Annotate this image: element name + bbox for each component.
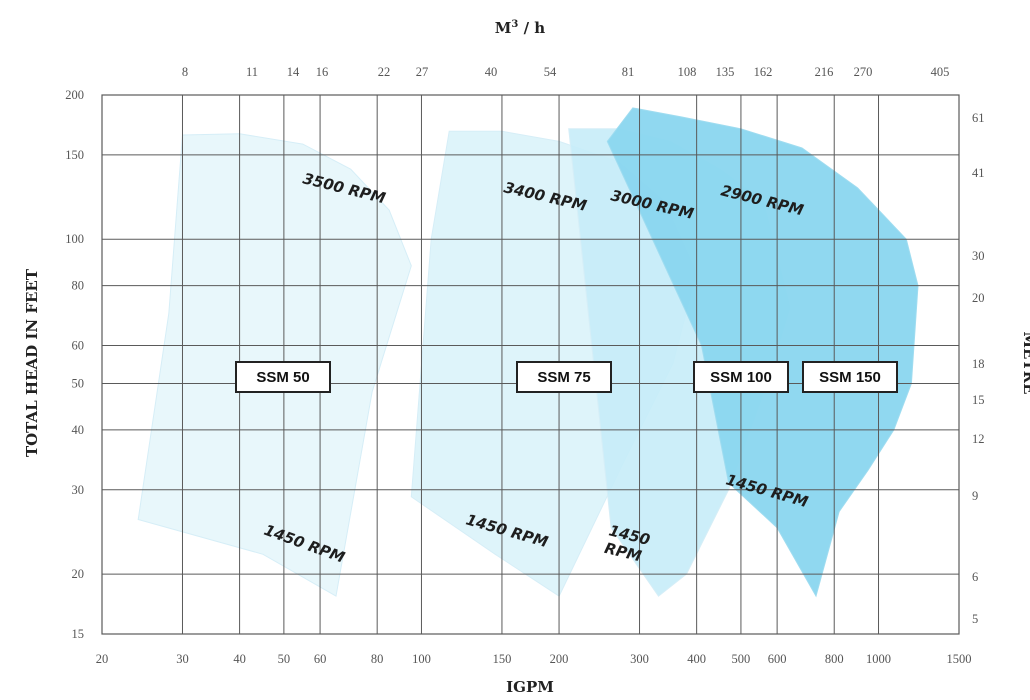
model-label: SSM 150 xyxy=(819,369,881,386)
y-right-tick-label: 6 xyxy=(972,570,978,584)
x-tick-label: 20 xyxy=(96,652,109,666)
model-label-box xyxy=(802,361,898,393)
model-label: SSM 50 xyxy=(256,369,309,386)
y-tick-label: 40 xyxy=(72,423,85,437)
y-tick-label: 150 xyxy=(65,148,84,162)
x-top-tick-label: 11 xyxy=(246,65,258,79)
y-right-tick-label: 20 xyxy=(972,291,985,305)
x-top-tick-label: 270 xyxy=(854,65,873,79)
x-tick-label: 300 xyxy=(630,652,649,666)
x-bottom-axis-title: IGPM xyxy=(506,678,554,696)
y-tick-label: 50 xyxy=(72,376,85,390)
x-top-tick-label: 40 xyxy=(485,65,498,79)
y-right-axis-title: METRE xyxy=(1020,331,1030,394)
y-right-tick-label: 15 xyxy=(972,393,985,407)
y-right-tick-label: 61 xyxy=(972,111,985,125)
model-label-box xyxy=(693,361,789,393)
x-tick-label: 150 xyxy=(493,652,512,666)
x-top-tick-label: 162 xyxy=(754,65,773,79)
x-tick-label: 60 xyxy=(314,652,327,666)
x-tick-label: 30 xyxy=(176,652,189,666)
pump-curve-areas xyxy=(137,107,919,598)
model-label: SSM 75 xyxy=(537,369,590,386)
model-label-box xyxy=(516,361,612,393)
x-top-tick-label: 27 xyxy=(416,65,429,79)
y-tick-label: 100 xyxy=(65,232,84,246)
y-right-tick-label: 12 xyxy=(972,432,985,446)
x-tick-label: 500 xyxy=(732,652,751,666)
y-right-tick-label: 9 xyxy=(972,489,978,503)
x-top-tick-label: 8 xyxy=(182,65,188,79)
y-tick-label: 60 xyxy=(72,339,85,353)
y-tick-label: 200 xyxy=(65,88,84,102)
x-tick-label: 100 xyxy=(412,652,431,666)
x-top-tick-label: 22 xyxy=(378,65,391,79)
x-top-tick-label: 81 xyxy=(622,65,635,79)
y-right-tick-label: 30 xyxy=(972,249,985,263)
y-tick-label: 15 xyxy=(72,627,85,641)
y-left-axis-title: TOTAL HEAD IN FEET xyxy=(23,268,41,457)
model-label: SSM 100 xyxy=(710,369,772,386)
y-right-tick-label: 18 xyxy=(972,357,985,371)
x-top-axis-title: M3 / h xyxy=(495,19,546,37)
model-label-box xyxy=(235,361,331,393)
x-top-tick-label: 16 xyxy=(316,65,329,79)
x-tick-label: 1500 xyxy=(947,652,972,666)
x-tick-label: 1000 xyxy=(866,652,891,666)
x-top-tick-label: 216 xyxy=(815,65,834,79)
x-tick-label: 80 xyxy=(371,652,384,666)
x-tick-label: 400 xyxy=(687,652,706,666)
x-top-tick-label: 54 xyxy=(544,65,557,79)
y-tick-label: 80 xyxy=(72,279,85,293)
x-tick-label: 600 xyxy=(768,652,787,666)
y-right-tick-label: 5 xyxy=(972,612,978,626)
x-tick-label: 40 xyxy=(233,652,246,666)
x-tick-label: 50 xyxy=(278,652,291,666)
x-top-tick-label: 405 xyxy=(931,65,950,79)
plot-frame xyxy=(101,94,960,635)
x-top-tick-label: 14 xyxy=(287,65,300,79)
y-tick-label: 30 xyxy=(72,483,85,497)
x-top-tick-label: 135 xyxy=(716,65,735,79)
x-tick-label: 200 xyxy=(550,652,569,666)
x-tick-label: 800 xyxy=(825,652,844,666)
x-top-tick-label: 108 xyxy=(678,65,697,79)
y-right-tick-label: 41 xyxy=(972,166,985,180)
y-tick-label: 20 xyxy=(72,567,85,581)
tick-labels: 20 30 40 50 60 80 100 150 200 300 400 500 600 800 1000… xyxy=(65,65,984,666)
